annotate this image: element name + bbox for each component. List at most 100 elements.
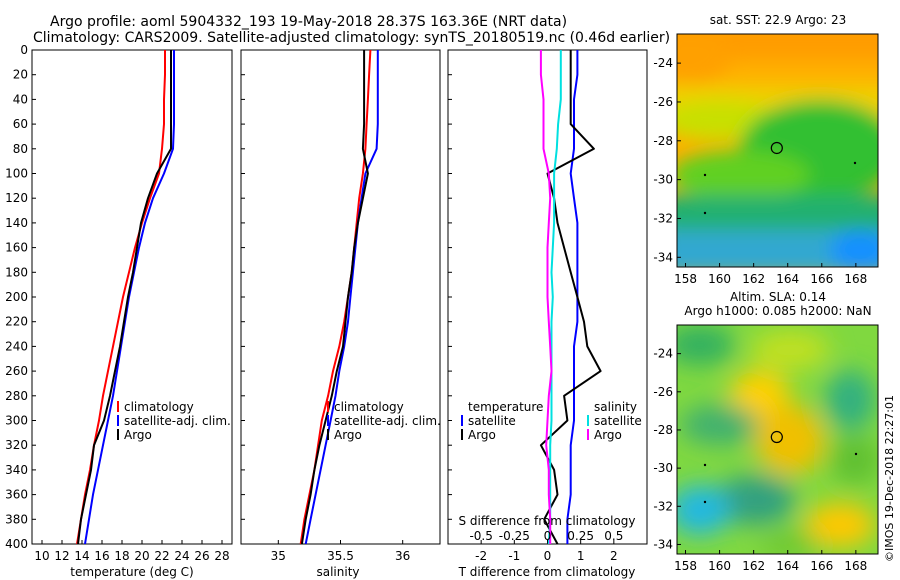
depth-tick-label: 80 [13,142,28,156]
map-x-tick-label: 158 [674,559,697,573]
map-y-tick-label: -34 [653,250,673,264]
depth-tick-label: 180 [5,265,28,279]
title-line2: Climatology: CARS2009. Satellite-adjuste… [33,30,670,46]
legend-argo-label: Argo [124,428,152,442]
depth-tick-label: 0 [20,43,28,57]
map-x-tick-label: 164 [776,272,799,286]
sla-high-center-north [730,370,790,420]
depth-tick-label: 120 [5,191,28,205]
difference-ticks: -2 -1 0 1 2 [448,49,618,563]
map-x-tick-label: 164 [776,559,799,573]
map-x-tick-label: 166 [810,559,833,573]
x-tick-label: 20 [134,549,149,563]
sla-low-nw [677,325,735,365]
sst-cold-patch [830,230,878,267]
temperature-ticks: 10 12 14 16 18 20 22 24 26 28 [32,49,230,563]
legend-s-argo-label: Argo [594,428,622,442]
map-x-tick-label: 166 [810,272,833,286]
depth-tick-label: 60 [13,117,28,131]
sst-float-dot [703,173,707,177]
sst-heatmap [677,34,878,267]
depth-tick-label: 200 [5,290,28,304]
difference-series [539,50,602,544]
x-tick-label: 22 [154,549,169,563]
series-line-argo [300,50,369,544]
legend-satellite-label: satellite-adj. clim. [334,414,441,428]
map-x-tick-label: 168 [844,272,867,286]
depth-tick-label: 380 [5,512,28,526]
map-x-tick-label: 168 [844,559,867,573]
x-tick-label: 35 [271,549,286,563]
s-tick-label: 0.25 [567,529,594,543]
map-x-tick-label: 160 [708,559,731,573]
map-x-tick-label: 162 [742,559,765,573]
temperature-xlabel: temperature (deg C) [70,565,193,579]
series-line-salinity-satellite [547,50,562,544]
map-x-tick-label: 162 [742,272,765,286]
map-y-tick-label: -30 [653,173,673,187]
sla-high-se [805,503,875,547]
map-y-tick-label: -32 [653,211,673,225]
x-tick-label: 18 [114,549,129,563]
x-tick-label: 14 [74,549,89,563]
sla-map-title-line2: Argo h1000: 0.085 h2000: NaN [684,304,871,318]
map-x-tick-label: 158 [674,272,697,286]
s-difference-xlabel: S difference from climatology [459,514,636,528]
t-difference-xlabel: T difference from climatology [458,565,636,579]
sla-low-west [680,405,760,445]
sla-argo-marker [770,430,783,444]
x-tick-label: 26 [194,549,209,563]
x-tick-label: 2 [610,549,618,563]
x-tick-label: 0 [544,549,552,563]
map-y-tick-label: -24 [653,347,673,361]
series-line-salinity-argo [539,50,553,544]
sst-map-frame [676,33,879,268]
sla-float-dot [854,452,858,456]
sla-mid-south [760,530,820,554]
x-tick-label: 28 [214,549,229,563]
salinity-plot-frame [240,49,441,545]
difference-panel: -2 -1 0 1 2 T difference from climatology S … [447,49,648,579]
salinity-xlabel: salinity [316,565,359,579]
sst-map-panel: sat. SST: 22.9 Argo: 23 158 160 162 164 166 1… [653,13,879,286]
sla-field-blobs [677,325,878,554]
map-y-tick-label: -26 [653,385,673,399]
depth-tick-label: 300 [5,414,28,428]
sla-low-sw [677,485,730,535]
map-y-tick-label: -34 [653,537,673,551]
temperature-plot-frame [31,49,233,545]
sla-high-center [755,405,825,475]
depth-tick-label: 140 [5,216,28,230]
depth-tick-label: 220 [5,315,28,329]
difference-legend-temperature: temperature satellite Argo [461,400,543,442]
map-y-tick-label: -28 [653,134,673,148]
sla-high-n [750,330,830,370]
sla-map-title-line1: Altim. SLA: 0.14 [730,290,826,304]
temperature-panel: 0 20 40 60 80 100 120 140 160 180 200 220 240 260 280 3… [5,43,233,579]
legend-t-argo-label: Argo [468,428,496,442]
sst-green-patch-west [677,150,810,200]
series-line-argo [77,50,172,544]
map-y-tick-label: -28 [653,423,673,437]
sst-teal-band [677,195,878,235]
sst-float-dot [853,161,857,165]
temperature-legend: climatology satellite-adj. clim. Argo [117,400,231,442]
legend-climatology-label: climatology [124,400,194,414]
sla-float-dot [703,463,707,467]
salinity-panel: 35 35.5 36 salinity climatology satellite-… [240,49,441,579]
sla-low-south [715,475,795,525]
salinity-series [299,50,379,544]
map-y-tick-label: -26 [653,95,673,109]
depth-tick-label: 320 [5,438,28,452]
legend-t-satellite-label: satellite [468,414,516,428]
depth-tick-label: 360 [5,488,28,502]
map-y-tick-label: -24 [653,56,673,70]
map-x-tick-label: 160 [708,272,731,286]
salinity-legend: climatology satellite-adj. clim. Argo [327,400,441,442]
sst-map-ticks: 158 160 162 164 166 168 -24 -26 -28 -30 -32 -34 [653,56,867,286]
sst-argo-marker [770,141,783,155]
sst-field-blobs [677,34,878,267]
sla-map-panel: Altim. SLA: 0.14 Argo h1000: 0.085 h2000… [653,290,879,573]
legend-climatology-label: climatology [334,400,404,414]
